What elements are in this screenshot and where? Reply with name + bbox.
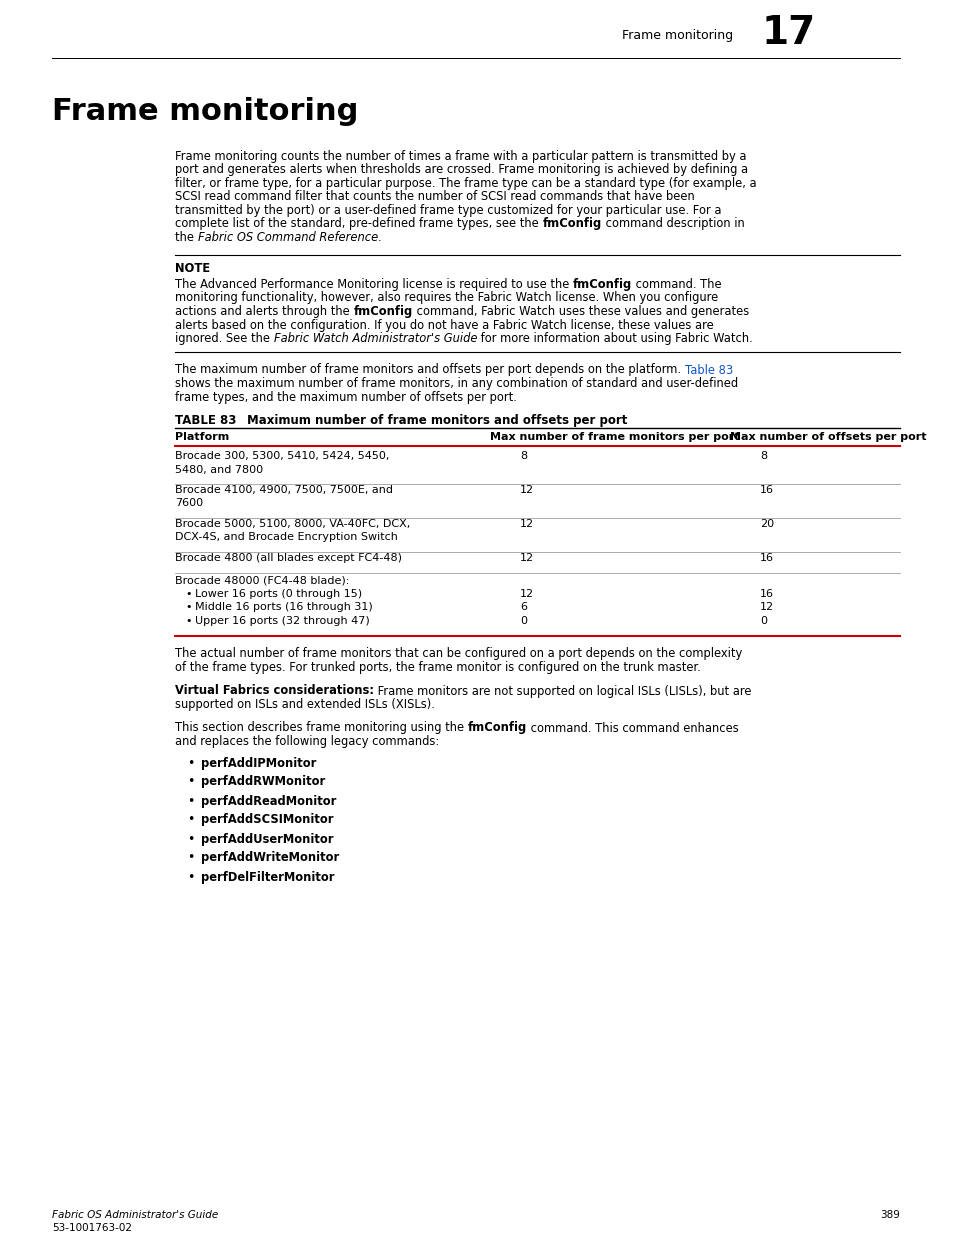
Text: 6: 6 <box>519 603 526 613</box>
Text: 16: 16 <box>760 553 773 563</box>
Text: •: • <box>185 603 192 613</box>
Text: Brocade 4100, 4900, 7500, 7500E, and: Brocade 4100, 4900, 7500, 7500E, and <box>174 485 393 495</box>
Text: fmConfig: fmConfig <box>542 217 601 231</box>
Text: 8: 8 <box>760 451 766 461</box>
Text: 0: 0 <box>760 616 766 626</box>
Text: command, Fabric Watch uses these values and generates: command, Fabric Watch uses these values … <box>413 305 748 317</box>
Text: monitoring functionality, however, also requires the Fabric Watch license. When : monitoring functionality, however, also … <box>174 291 718 305</box>
Text: •: • <box>187 851 194 864</box>
Text: perfAddReadMonitor: perfAddReadMonitor <box>201 794 336 808</box>
Text: This section describes frame monitoring using the: This section describes frame monitoring … <box>174 721 467 735</box>
Text: NOTE: NOTE <box>174 263 210 275</box>
Text: •: • <box>185 616 192 626</box>
Text: Fabric OS Administrator's Guide: Fabric OS Administrator's Guide <box>52 1210 218 1220</box>
Text: 12: 12 <box>760 603 773 613</box>
Text: •: • <box>187 794 194 808</box>
Text: Fabric OS Command Reference: Fabric OS Command Reference <box>197 231 377 245</box>
Text: alerts based on the configuration. If you do not have a Fabric Watch license, th: alerts based on the configuration. If yo… <box>174 319 713 331</box>
Text: command description in: command description in <box>601 217 743 231</box>
Text: DCX-4S, and Brocade Encryption Switch: DCX-4S, and Brocade Encryption Switch <box>174 532 397 542</box>
Text: Brocade 300, 5300, 5410, 5424, 5450,: Brocade 300, 5300, 5410, 5424, 5450, <box>174 451 389 461</box>
Text: Maximum number of frame monitors and offsets per port: Maximum number of frame monitors and off… <box>247 414 627 427</box>
Text: Table 83: Table 83 <box>684 363 732 377</box>
Text: •: • <box>187 814 194 826</box>
Text: 17: 17 <box>761 14 816 52</box>
Text: Frame monitoring: Frame monitoring <box>52 98 358 126</box>
Text: perfDelFilterMonitor: perfDelFilterMonitor <box>201 871 335 883</box>
Text: complete list of the standard, pre-defined frame types, see the: complete list of the standard, pre-defin… <box>174 217 542 231</box>
Text: 12: 12 <box>519 519 534 529</box>
Text: •: • <box>187 776 194 788</box>
Text: fmConfig: fmConfig <box>573 278 632 291</box>
Text: Lower 16 ports (0 through 15): Lower 16 ports (0 through 15) <box>194 589 362 599</box>
Text: Max number of frame monitors per port: Max number of frame monitors per port <box>490 432 739 442</box>
Text: 5480, and 7800: 5480, and 7800 <box>174 464 263 474</box>
Text: Virtual Fabrics considerations:: Virtual Fabrics considerations: <box>174 684 374 698</box>
Text: port and generates alerts when thresholds are crossed. Frame monitoring is achie: port and generates alerts when threshold… <box>174 163 747 177</box>
Text: .: . <box>377 231 381 245</box>
Text: perfAddSCSIMonitor: perfAddSCSIMonitor <box>201 814 334 826</box>
Text: 53-1001763-02: 53-1001763-02 <box>52 1223 132 1233</box>
Text: transmitted by the port) or a user-defined frame type customized for your partic: transmitted by the port) or a user-defin… <box>174 204 720 217</box>
Text: The Advanced Performance Monitoring license is required to use the: The Advanced Performance Monitoring lice… <box>174 278 573 291</box>
Text: ignored. See the: ignored. See the <box>174 332 274 345</box>
Text: 389: 389 <box>880 1210 899 1220</box>
Text: command. The: command. The <box>632 278 721 291</box>
Text: actions and alerts through the: actions and alerts through the <box>174 305 353 317</box>
Text: 16: 16 <box>760 485 773 495</box>
Text: frame types, and the maximum number of offsets per port.: frame types, and the maximum number of o… <box>174 390 517 404</box>
Text: perfAddWriteMonitor: perfAddWriteMonitor <box>201 851 339 864</box>
Text: command. This command enhances: command. This command enhances <box>526 721 738 735</box>
Text: Brocade 5000, 5100, 8000, VA-40FC, DCX,: Brocade 5000, 5100, 8000, VA-40FC, DCX, <box>174 519 410 529</box>
Text: TABLE 83: TABLE 83 <box>174 414 236 427</box>
Text: 12: 12 <box>519 589 534 599</box>
Text: •: • <box>187 832 194 846</box>
Text: of the frame types. For trunked ports, the frame monitor is configured on the tr: of the frame types. For trunked ports, t… <box>174 661 700 674</box>
Text: Middle 16 ports (16 through 31): Middle 16 ports (16 through 31) <box>194 603 373 613</box>
Text: the: the <box>174 231 197 245</box>
Text: 0: 0 <box>519 616 526 626</box>
Text: •: • <box>187 871 194 883</box>
Text: The maximum number of frame monitors and offsets per port depends on the platfor: The maximum number of frame monitors and… <box>174 363 684 377</box>
Text: 20: 20 <box>760 519 773 529</box>
Text: perfAddRWMonitor: perfAddRWMonitor <box>201 776 325 788</box>
Text: fmConfig: fmConfig <box>467 721 526 735</box>
Text: Fabric Watch Administrator's Guide: Fabric Watch Administrator's Guide <box>274 332 476 345</box>
Text: supported on ISLs and extended ISLs (XISLs).: supported on ISLs and extended ISLs (XIS… <box>174 698 435 711</box>
Text: Max number of offsets per port: Max number of offsets per port <box>729 432 925 442</box>
Text: and replaces the following legacy commands:: and replaces the following legacy comman… <box>174 735 438 748</box>
Text: Brocade 48000 (FC4-48 blade):: Brocade 48000 (FC4-48 blade): <box>174 576 349 585</box>
Text: fmConfig: fmConfig <box>353 305 413 317</box>
Text: shows the maximum number of frame monitors, in any combination of standard and u: shows the maximum number of frame monito… <box>174 377 738 390</box>
Text: The actual number of frame monitors that can be configured on a port depends on : The actual number of frame monitors that… <box>174 647 741 661</box>
Text: filter, or frame type, for a particular purpose. The frame type can be a standar: filter, or frame type, for a particular … <box>174 177 756 190</box>
Text: perfAddIPMonitor: perfAddIPMonitor <box>201 757 316 769</box>
Text: Brocade 4800 (all blades except FC4-48): Brocade 4800 (all blades except FC4-48) <box>174 553 401 563</box>
Text: •: • <box>187 757 194 769</box>
Text: Platform: Platform <box>174 432 229 442</box>
Text: for more information about using Fabric Watch.: for more information about using Fabric … <box>476 332 752 345</box>
Text: Upper 16 ports (32 through 47): Upper 16 ports (32 through 47) <box>194 616 370 626</box>
Text: perfAddUserMonitor: perfAddUserMonitor <box>201 832 334 846</box>
Text: 7600: 7600 <box>174 499 203 509</box>
Text: 16: 16 <box>760 589 773 599</box>
Text: 8: 8 <box>519 451 527 461</box>
Text: 12: 12 <box>519 553 534 563</box>
Text: •: • <box>185 589 192 599</box>
Text: Frame monitors are not supported on logical ISLs (LISLs), but are: Frame monitors are not supported on logi… <box>374 684 751 698</box>
Text: 12: 12 <box>519 485 534 495</box>
Text: Frame monitoring: Frame monitoring <box>621 30 732 42</box>
Text: SCSI read command filter that counts the number of SCSI read commands that have : SCSI read command filter that counts the… <box>174 190 694 204</box>
Text: Frame monitoring counts the number of times a frame with a particular pattern is: Frame monitoring counts the number of ti… <box>174 149 745 163</box>
